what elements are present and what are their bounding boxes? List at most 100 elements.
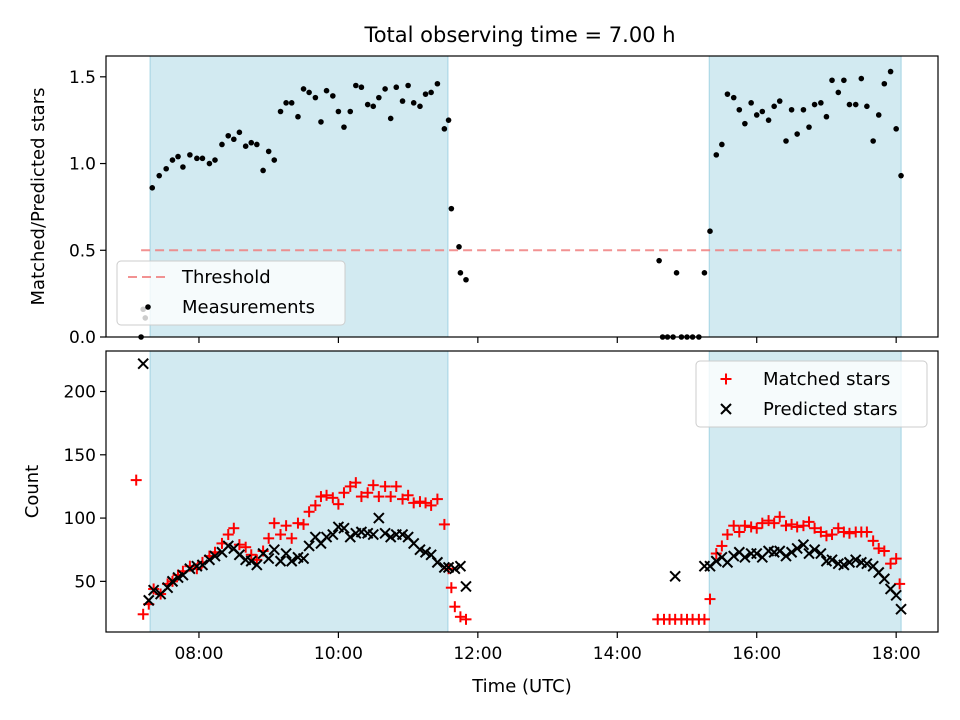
bottom-axes-frame [105, 350, 939, 633]
matched-star-point [780, 520, 792, 532]
predicted-star-point [203, 554, 216, 566]
matched-star-point [791, 521, 803, 533]
matched-star-point [414, 496, 426, 508]
measurement-point [456, 244, 462, 250]
matched-star-point [240, 541, 252, 553]
measurement-point [219, 141, 225, 148]
bottom-y-axis-label: Count [22, 465, 43, 518]
predicted-star-point [431, 556, 444, 569]
measurement-point [271, 157, 278, 163]
matched-star-point [768, 517, 780, 529]
predicted-star-point [861, 557, 873, 570]
legend-threshold-label: Threshold [181, 267, 271, 288]
measurement-point [231, 136, 237, 143]
matched-star-point [728, 520, 740, 532]
measurement-point [265, 148, 272, 155]
predicted-star-point [815, 547, 827, 560]
predicted-star-point [274, 555, 287, 567]
measurement-point [730, 94, 737, 101]
measurement-point [330, 93, 336, 99]
matched-star-point [275, 529, 287, 541]
measurement-point [194, 155, 200, 162]
matched-star-point [832, 522, 844, 534]
matched-star-point [438, 518, 450, 530]
measurement-point [724, 91, 731, 97]
measurement-point [875, 112, 882, 118]
matched-star-point [460, 613, 472, 625]
measurement-point [870, 138, 876, 144]
measurement-point [180, 164, 186, 170]
legend-measurements-label: Measurements [182, 297, 315, 318]
predicted-star-point [245, 555, 257, 567]
predicted-star-point [280, 547, 292, 560]
predicted-star-point [826, 554, 838, 566]
matched-star-point [303, 506, 315, 518]
measurement-point [236, 129, 243, 136]
measurement-point [206, 160, 213, 167]
measurement-point [794, 131, 800, 137]
matched-star-point [698, 613, 710, 625]
predicted-star-point [438, 561, 451, 574]
legend-predicted-label: Predicted stars [763, 399, 897, 420]
legend-measurements-swatch [145, 304, 151, 310]
matched-star-point [362, 487, 374, 499]
measurement-point [364, 101, 371, 108]
x-tick-label: 10:00 [314, 644, 363, 664]
top-panel: 0.0 0.5 1.0 1.5 Matched/Predicted stars Thr… [28, 55, 939, 348]
matched-star-point [385, 491, 397, 503]
matched-star-point [355, 491, 367, 503]
predicted-star-point [460, 580, 472, 593]
measurement-point [175, 153, 181, 160]
measurement-point [358, 84, 365, 91]
measurement-point [701, 270, 708, 276]
matched-star-point [815, 526, 827, 538]
measurement-point [776, 98, 783, 104]
matched-star-point [445, 582, 457, 594]
measurement-point [835, 89, 842, 96]
top-y-axis-label: Matched/Predicted stars [28, 88, 49, 306]
matched-star-point [786, 518, 798, 530]
y-tick-label: 200 [64, 383, 96, 403]
measurement-point [428, 89, 434, 96]
predicted-star-point [373, 512, 385, 524]
shaded-region [150, 351, 448, 632]
measurement-point [441, 126, 448, 132]
predicted-star-point [285, 555, 298, 567]
matched-star-point [298, 518, 310, 530]
measurement-point [199, 155, 206, 162]
top-y-ticks: 0.0 0.5 1.0 1.5 [69, 68, 106, 348]
predicted-star-point [751, 547, 763, 560]
matched-star-point [454, 611, 466, 623]
predicted-star-point [384, 531, 397, 543]
measurement-point [800, 106, 807, 113]
measurement-point [254, 141, 260, 148]
measurement-point [448, 205, 455, 212]
measurement-point [656, 257, 662, 264]
measurement-point [417, 103, 423, 110]
measurement-point [156, 172, 163, 179]
y-tick-label: 1.5 [69, 68, 96, 88]
measurement-point [399, 98, 406, 104]
measurement-point [248, 139, 255, 146]
measurement-point [422, 91, 429, 97]
predicted-star-point [669, 570, 681, 583]
matched-star-point [228, 522, 240, 534]
measurement-point [382, 86, 388, 92]
measurement-point [841, 77, 847, 84]
measurement-point [323, 87, 330, 94]
top-x-ticks [198, 337, 897, 343]
predicted-star-point [698, 560, 711, 572]
measurement-point [852, 101, 859, 108]
measurement-point [719, 141, 725, 148]
measurement-point [341, 124, 347, 130]
matched-star-point [710, 548, 722, 560]
measurement-point [765, 117, 772, 123]
top-legend-box [116, 260, 346, 326]
matched-star-point [233, 539, 245, 551]
matched-star-point [763, 515, 775, 527]
predicted-star-point [419, 546, 432, 558]
matched-star-point [878, 545, 890, 557]
bottom-legend: Matched stars Predicted stars [695, 360, 928, 428]
y-tick-label: 0.5 [69, 241, 96, 261]
predicted-star-point [890, 589, 902, 601]
